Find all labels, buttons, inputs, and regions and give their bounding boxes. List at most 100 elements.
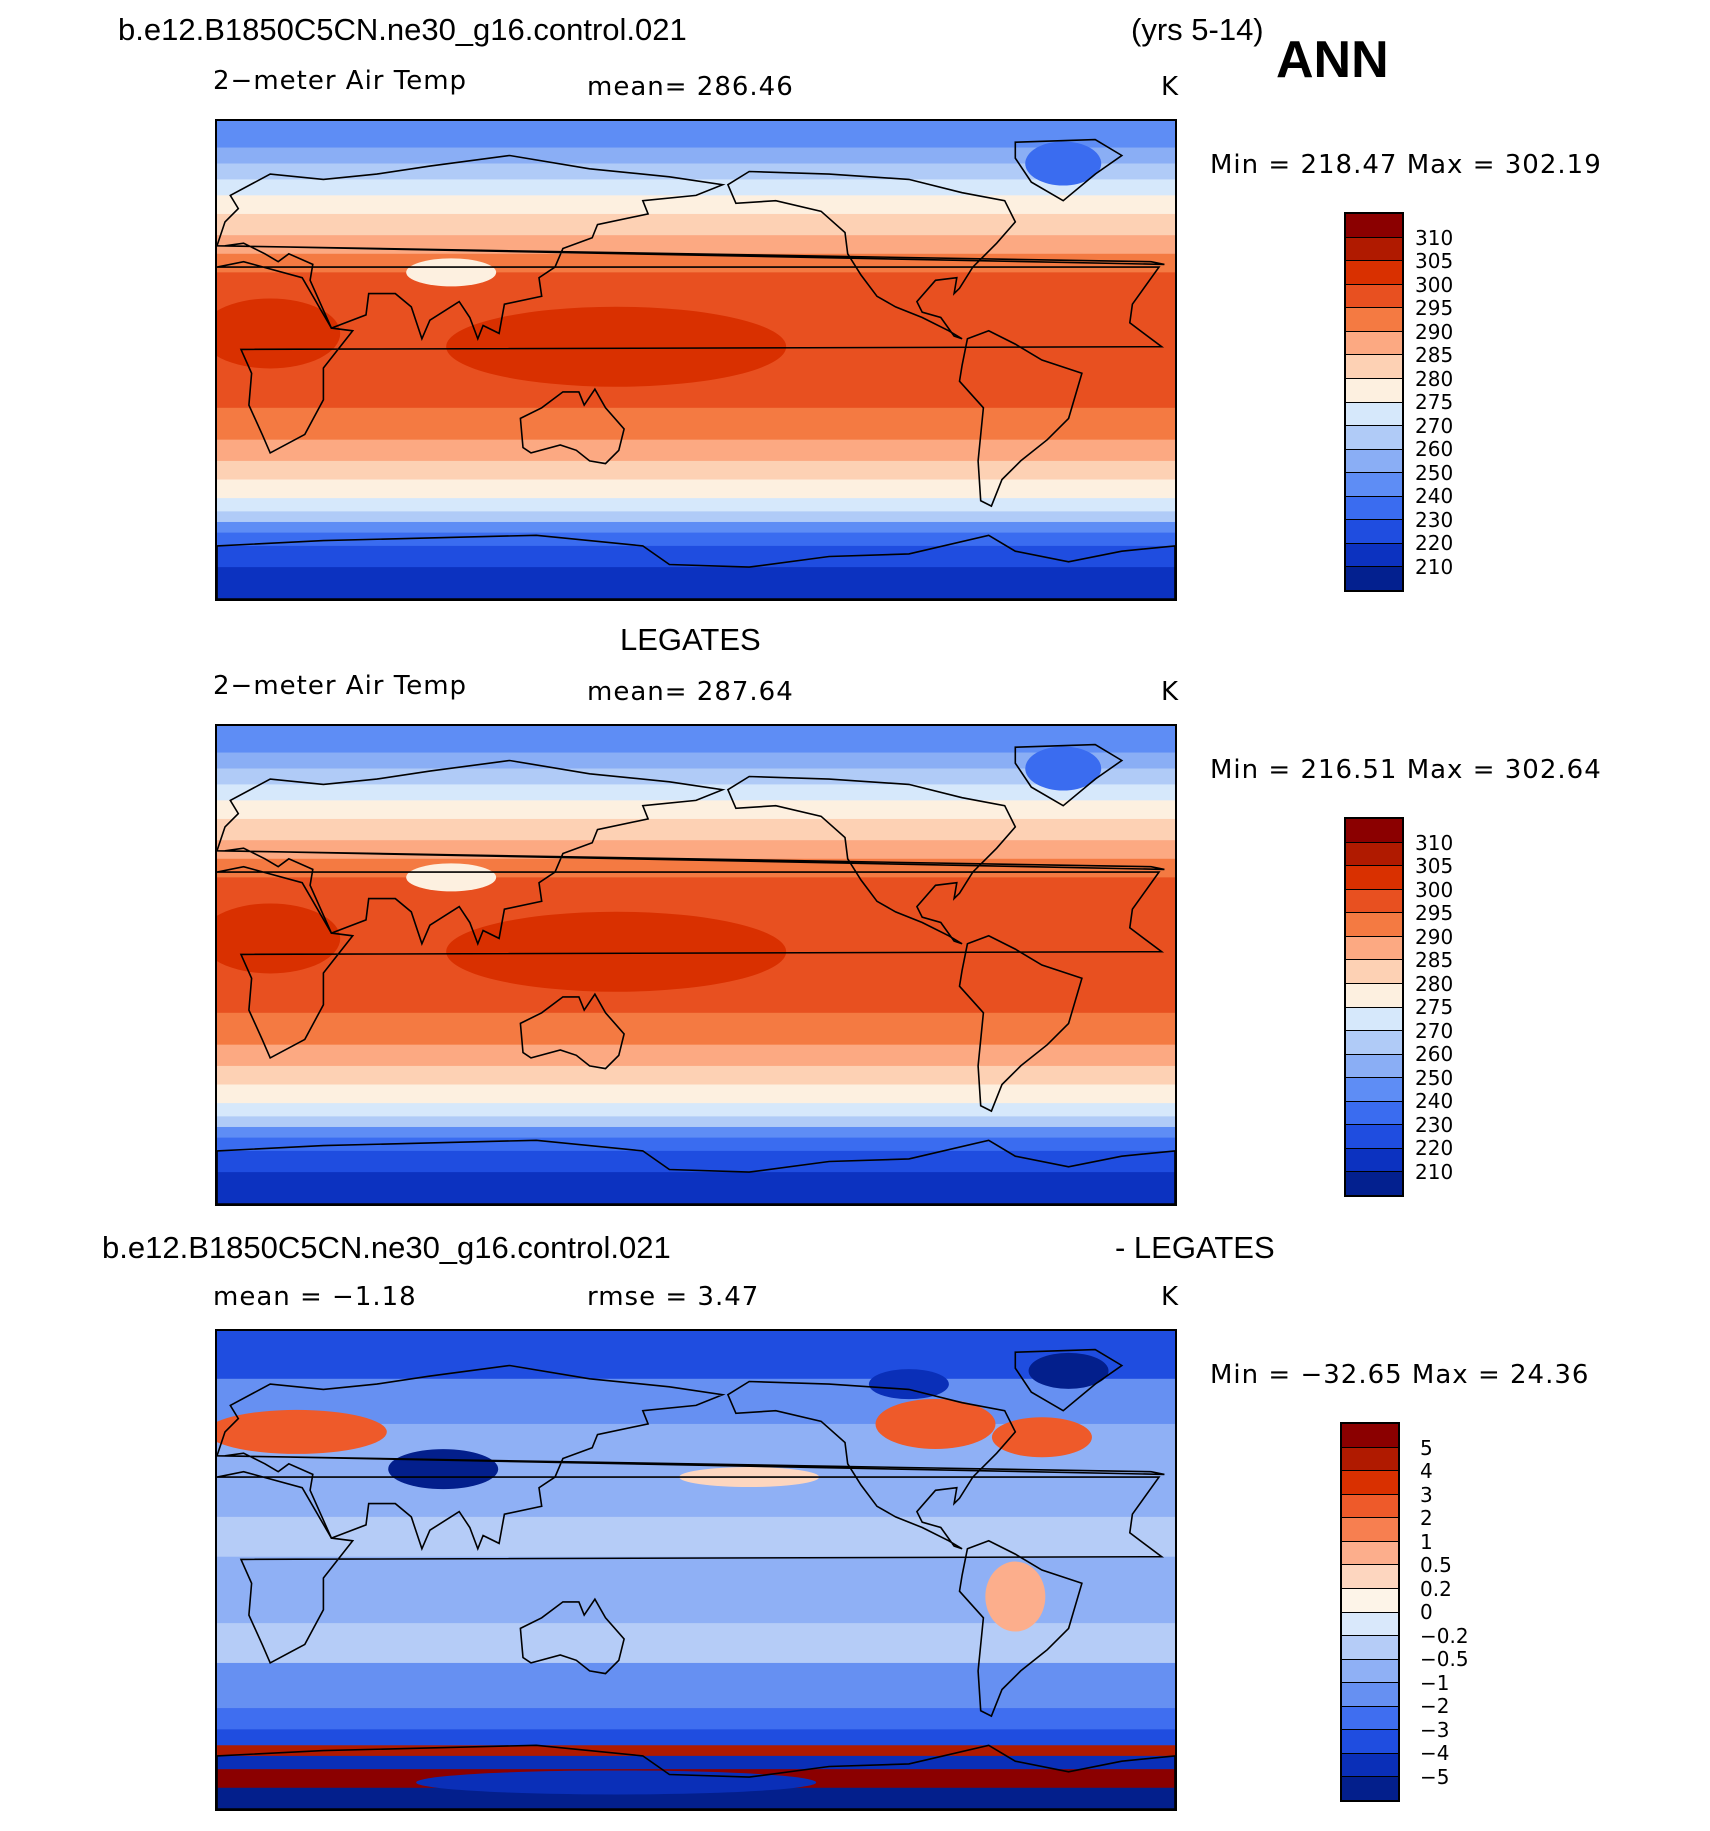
panel3-title-right: - LEGATES bbox=[1115, 1230, 1275, 1265]
panel3-mean: mean = −1.18 bbox=[213, 1282, 417, 1312]
colorbar-tick-label: 305 bbox=[1415, 249, 1454, 273]
colorbar-swatch bbox=[1342, 1494, 1398, 1519]
warm-anomaly bbox=[875, 1398, 996, 1449]
colorbar-swatch bbox=[1346, 543, 1402, 568]
temperature-band bbox=[217, 147, 1175, 164]
colorbar-tick-label: 3 bbox=[1420, 1482, 1433, 1507]
difference-band bbox=[217, 1623, 1175, 1664]
coastline-europe-asia bbox=[217, 759, 1165, 947]
temperature-band bbox=[217, 858, 1175, 878]
colorbar-swatch bbox=[1342, 1706, 1398, 1731]
colorbar-swatch bbox=[1346, 1172, 1402, 1195]
colorbar-tick-label: 1 bbox=[1420, 1529, 1433, 1554]
colorbar-swatch bbox=[1346, 819, 1402, 843]
colorbar-tick-label: 290 bbox=[1415, 319, 1454, 344]
panel1-minmax: Min = 218.47 Max = 302.19 bbox=[1210, 150, 1602, 180]
temperature-band bbox=[217, 439, 1175, 462]
map-difference bbox=[215, 1329, 1177, 1811]
temperature-band bbox=[217, 1103, 1175, 1117]
coastline-africa bbox=[217, 260, 1165, 455]
coastline-africa bbox=[217, 865, 1165, 1060]
warm-anomaly bbox=[217, 1409, 387, 1454]
colorbar-swatch bbox=[1342, 1730, 1398, 1754]
coastline-antarctica bbox=[217, 1744, 1175, 1809]
map-legates-temperature bbox=[215, 724, 1177, 1206]
colorbar-swatch bbox=[1342, 1518, 1398, 1542]
temperature-band bbox=[217, 1084, 1175, 1104]
colorbar-swatch bbox=[1346, 1007, 1402, 1032]
colorbar-swatch bbox=[1346, 567, 1402, 590]
colorbar-tick-label: 2 bbox=[1420, 1506, 1433, 1530]
tibet-cold bbox=[406, 863, 497, 892]
panel1-units: K bbox=[1161, 72, 1180, 102]
colorbar-swatch bbox=[1346, 355, 1402, 379]
temperature-band bbox=[217, 253, 1175, 273]
colorbar-tick-label: 250 bbox=[1415, 460, 1454, 485]
coastline-australia bbox=[519, 1597, 625, 1675]
colorbar-tick-label: 0 bbox=[1420, 1600, 1433, 1624]
temperature-band bbox=[217, 163, 1175, 180]
colorbar-swatch bbox=[1346, 426, 1402, 450]
coastline-south-america bbox=[958, 934, 1083, 1113]
colorbar-tick-label: −4 bbox=[1420, 1741, 1450, 1765]
cold-anomaly bbox=[1028, 1352, 1109, 1389]
panel2-units: K bbox=[1161, 677, 1180, 707]
colorbar-tick-label: 260 bbox=[1415, 1042, 1454, 1066]
panel3-units: K bbox=[1161, 1282, 1180, 1312]
warm-region bbox=[217, 298, 341, 369]
colorbar-tick-label: 305 bbox=[1415, 854, 1454, 878]
colorbar-tick-label: 4 bbox=[1420, 1459, 1433, 1483]
temperature-band bbox=[217, 768, 1175, 785]
temperature-band bbox=[217, 1137, 1175, 1152]
cold-anomaly bbox=[868, 1369, 949, 1400]
coastline-europe-asia bbox=[217, 154, 1165, 342]
colorbar-swatch bbox=[1346, 214, 1402, 238]
colorbar-swatch bbox=[1346, 284, 1402, 309]
colorbar-swatch bbox=[1342, 1565, 1398, 1589]
colorbar-swatch bbox=[1346, 983, 1402, 1008]
cold-anomaly bbox=[416, 1770, 817, 1795]
colorbar-tick-label: 220 bbox=[1415, 1136, 1454, 1160]
colorbar-tick-label: −5 bbox=[1420, 1764, 1450, 1789]
panel3-minmax: Min = −32.65 Max = 24.36 bbox=[1210, 1360, 1590, 1390]
colorbar-swatch bbox=[1342, 1683, 1398, 1707]
difference-band bbox=[217, 1662, 1175, 1709]
colorbar-tick-label: 5 bbox=[1420, 1435, 1433, 1460]
colorbar-swatch bbox=[1346, 1148, 1402, 1173]
colorbar-tick-label: 300 bbox=[1415, 272, 1454, 297]
panel1-variable: 2−meter Air Temp bbox=[213, 66, 468, 96]
colorbar-swatch bbox=[1346, 402, 1402, 427]
warm-anomaly bbox=[991, 1417, 1092, 1458]
temperature-band bbox=[217, 840, 1175, 860]
colorbar-swatch bbox=[1342, 1447, 1398, 1472]
coastline-south-america bbox=[958, 1539, 1083, 1718]
colorbar-swatch bbox=[1342, 1659, 1398, 1684]
coastline-north-america bbox=[726, 775, 1017, 945]
colorbar-tick-label: 270 bbox=[1415, 413, 1454, 438]
temperature-band bbox=[217, 1126, 1175, 1139]
colorbar-swatch bbox=[1346, 331, 1402, 356]
colorbar-tick-label: 285 bbox=[1415, 948, 1454, 972]
colorbar-swatch bbox=[1346, 520, 1402, 544]
temperature-band bbox=[217, 752, 1175, 769]
temperature-band bbox=[217, 545, 1175, 568]
colorbar-swatch bbox=[1342, 1471, 1398, 1495]
tibet-cold bbox=[406, 258, 497, 287]
difference-band bbox=[217, 1516, 1175, 1558]
colorbar-swatch bbox=[1346, 308, 1402, 332]
temperature-band bbox=[217, 498, 1175, 512]
warm-pool bbox=[446, 911, 787, 992]
colorbar-tick-label: 310 bbox=[1415, 830, 1454, 855]
coastline-antarctica bbox=[217, 1139, 1175, 1204]
colorbar-swatch bbox=[1346, 473, 1402, 497]
colorbar-swatch bbox=[1342, 1777, 1398, 1800]
temperature-band bbox=[217, 784, 1175, 801]
panel3-title-left: b.e12.B1850C5CN.ne30_g16.control.021 bbox=[102, 1230, 671, 1265]
temperature-band bbox=[217, 121, 1175, 149]
difference-band bbox=[217, 1708, 1175, 1730]
colorbar-swatch bbox=[1346, 261, 1402, 285]
temperature-band bbox=[217, 511, 1175, 523]
colorbar-swatch bbox=[1346, 936, 1402, 961]
map-model-temperature bbox=[215, 119, 1177, 601]
colorbar-tick-label: 220 bbox=[1415, 531, 1454, 555]
